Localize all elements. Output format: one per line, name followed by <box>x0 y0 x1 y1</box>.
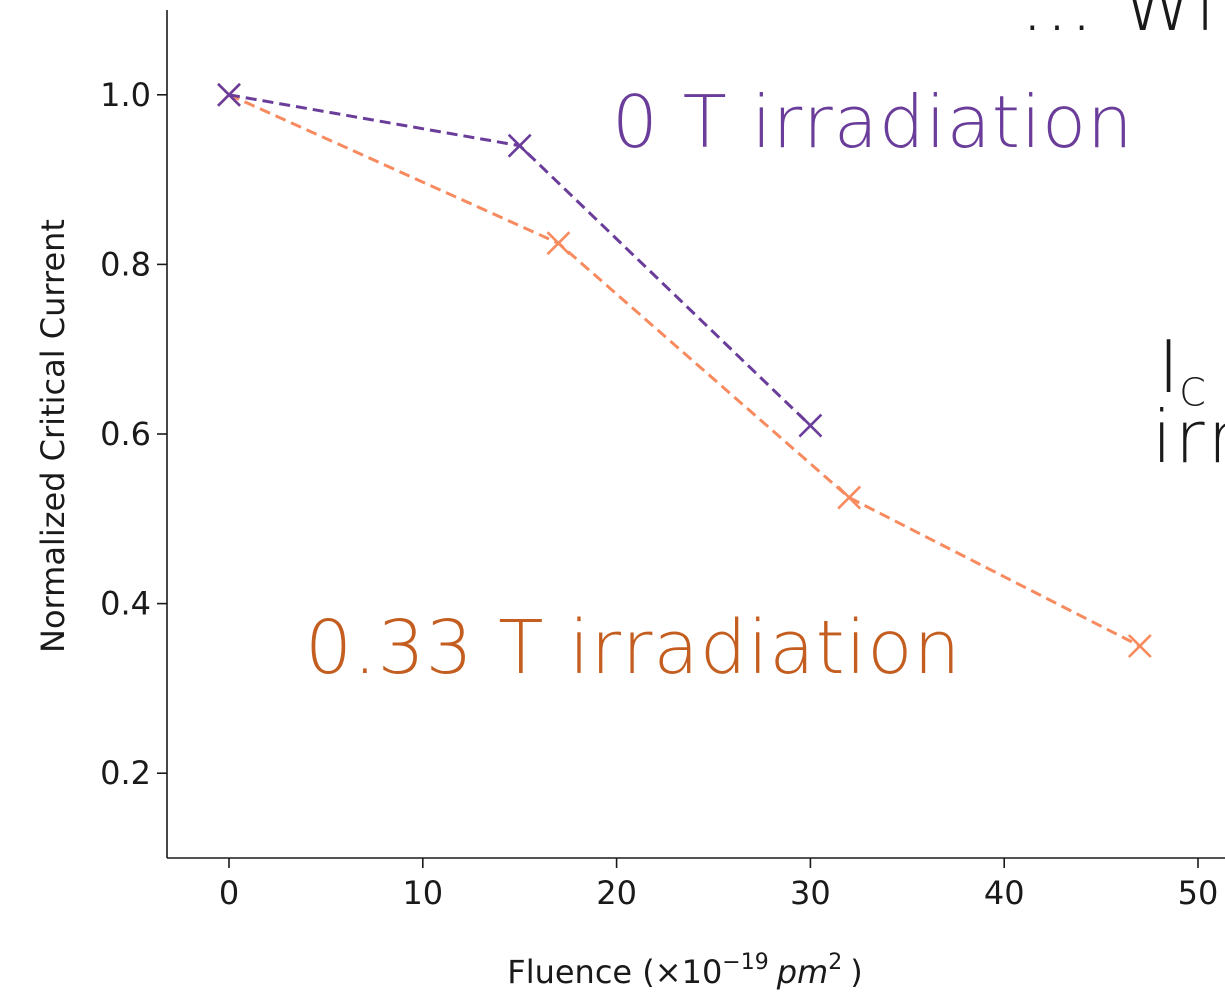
title-fragment: … Wi <box>1020 0 1218 48</box>
series-layer <box>217 82 1152 658</box>
data-point-marker <box>1127 634 1152 658</box>
irr-fragment: irr <box>1152 395 1225 479</box>
x-axis-label-unit: pm <box>776 953 828 991</box>
ic-label-sub: C <box>1179 370 1206 415</box>
y-ticks: 0.2 0.4 0.6 0.8 1.0 <box>100 76 167 792</box>
series-label-033t: 0.33 T irradiation <box>305 605 962 691</box>
data-point-marker <box>798 413 823 438</box>
x-tick-label: 40 <box>984 874 1025 912</box>
y-tick-label: 0.4 <box>100 585 151 623</box>
data-point-marker <box>507 133 532 158</box>
x-axis-label: Fluence (×10−19 pm2) <box>507 950 862 991</box>
ic-label: IC <box>1158 325 1206 414</box>
x-tick-label: 50 <box>1178 874 1219 912</box>
series-0t <box>217 82 823 438</box>
x-tick-label: 0 <box>219 874 239 912</box>
series-label-0t: 0 T irradiation <box>612 80 1134 164</box>
x-axis-label-close: ) <box>850 953 862 991</box>
y-axis-label: Normalized Critical Current <box>34 219 72 653</box>
x-tick-label: 30 <box>790 874 831 912</box>
data-point-marker <box>546 231 571 256</box>
series-line <box>228 93 1141 648</box>
y-tick-label: 1.0 <box>100 76 151 114</box>
y-tick-label: 0.8 <box>100 245 151 283</box>
x-tick-label: 20 <box>596 874 637 912</box>
x-axis-label-main: Fluence (×10 <box>507 953 722 991</box>
data-point-marker <box>217 82 241 107</box>
x-ticks: 0 10 20 30 40 50 <box>219 858 1219 912</box>
x-axis-label-unit-exponent: 2 <box>828 950 842 975</box>
series-033t <box>217 82 1152 658</box>
y-tick-label: 0.6 <box>100 415 151 453</box>
x-tick-label: 10 <box>402 874 443 912</box>
data-point-marker <box>837 485 862 510</box>
y-tick-label: 0.2 <box>100 754 151 792</box>
ic-label-main: I <box>1158 325 1180 409</box>
x-axis-label-exponent: −19 <box>722 950 768 975</box>
